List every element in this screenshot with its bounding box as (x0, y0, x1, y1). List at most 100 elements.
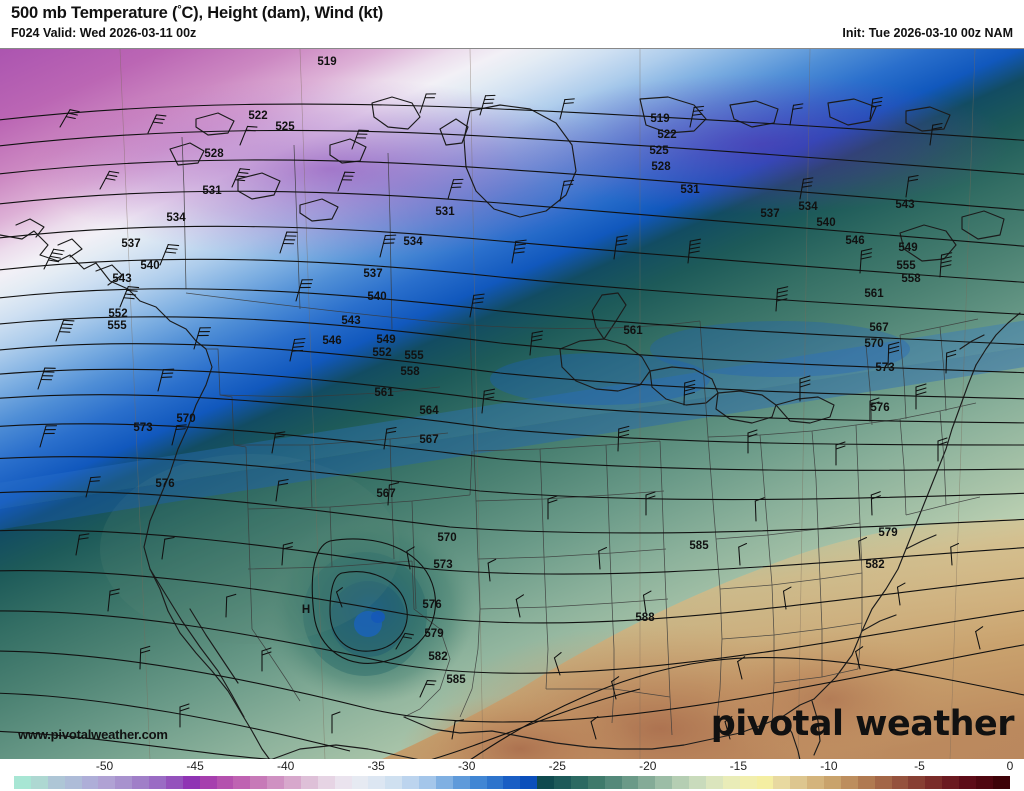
colorbar-swatch (486, 776, 504, 789)
colorbar-swatch (554, 776, 571, 789)
colorbar[interactable]: -50 -45 -40 -35 -30 -25 -20 -15 -10 -5 0 (0, 759, 1024, 791)
contour-label: 576 (422, 599, 442, 611)
contour-label: 588 (635, 612, 655, 624)
contour-label: 519 (650, 113, 670, 125)
contour-label: 567 (419, 434, 439, 446)
colorbar-swatch (469, 776, 487, 789)
colorbar-swatch (807, 776, 824, 789)
colorbar-swatch (689, 776, 706, 789)
colorbar-tick-label: -15 (729, 759, 748, 773)
colorbar-swatch (267, 776, 284, 789)
init-time-label: Init: Tue 2026-03-10 00z NAM (842, 26, 1013, 40)
contour-label: 558 (400, 366, 420, 378)
contour-label: 567 (869, 322, 889, 334)
contour-label: 564 (419, 405, 439, 417)
contour-label: 543 (341, 315, 361, 327)
contour-label: 582 (865, 559, 885, 571)
colorbar-swatch (81, 776, 99, 789)
colorbar-swatch (300, 776, 318, 789)
map-svg (0, 49, 1024, 760)
colorbar-swatch (368, 776, 386, 789)
contour-label: 525 (275, 121, 295, 133)
contour-label: 534 (403, 236, 423, 248)
contour-label: 585 (446, 674, 466, 686)
valid-time-label: F024 Valid: Wed 2026-03-11 00z (11, 26, 197, 40)
colorbar-swatch (925, 776, 943, 789)
contour-label: 522 (657, 129, 677, 141)
colorbar-swatch (317, 776, 335, 789)
contour-label: 537 (760, 208, 780, 220)
contour-label: 540 (140, 260, 160, 272)
colorbar-swatch (739, 776, 757, 789)
colorbar-swatch (992, 776, 1010, 789)
page-title: 500 mb Temperature (°C), Height (dam), W… (11, 4, 383, 23)
colorbar-swatch (182, 776, 200, 789)
page-title-rest: C), Height (dam), Wind (kt) (181, 4, 384, 22)
contour-label: 534 (166, 212, 186, 224)
colorbar-swatch (672, 776, 689, 789)
contour-label-layer: 519 522 519 522 525 525 528 528 531 531 531 534 534 5… (0, 49, 1024, 760)
colorbar-swatch (284, 776, 301, 789)
colorbar-swatch (503, 776, 521, 789)
colorbar-swatch (570, 776, 588, 789)
height-contours (0, 103, 1024, 760)
contour-label: 555 (107, 320, 127, 332)
colorbar-ticks: -50 -45 -40 -35 -30 -25 -20 -15 -10 -5 0 (0, 759, 1024, 775)
colorbar-swatch (908, 776, 926, 789)
colorbar-swatch (638, 776, 656, 789)
contour-label: 531 (202, 185, 222, 197)
colorbar-swatch (520, 776, 538, 789)
colorbar-tick-label: -40 (276, 759, 295, 773)
colorbar-swatch (857, 776, 875, 789)
colorbar-swatch (604, 776, 622, 789)
temperature-field (0, 49, 1024, 760)
contour-label: 573 (433, 559, 453, 571)
contour-label: 546 (845, 235, 865, 247)
contour-label: 519 (317, 56, 337, 68)
colorbar-swatch (773, 776, 791, 789)
colorbar-swatch (790, 776, 808, 789)
contour-label: 552 (372, 347, 392, 359)
colorbar-swatch (756, 776, 774, 789)
contour-label: 549 (376, 334, 396, 346)
colorbar-swatch (975, 776, 993, 789)
cold-core-low (265, 514, 475, 704)
contour-label: 555 (404, 350, 424, 362)
contour-label: 537 (121, 238, 141, 250)
colorbar-swatch (419, 776, 436, 789)
colorbar-swatch (385, 776, 403, 789)
contour-label: 576 (870, 402, 890, 414)
contour-label: 579 (424, 628, 444, 640)
wind-barbs (37, 93, 984, 740)
contour-label: 573 (133, 422, 153, 434)
contour-label: 525 (649, 145, 669, 157)
colorbar-swatch (115, 776, 133, 789)
contour-label: 576 (155, 478, 175, 490)
colorbar-swatch (98, 776, 116, 789)
degree-symbol: ° (177, 4, 182, 16)
map-canvas[interactable]: 519 522 519 522 525 525 528 528 531 531 531 534 534 5… (0, 48, 1024, 760)
colorbar-swatch (621, 776, 639, 789)
colorbar-swatch (435, 776, 453, 789)
contour-label: 543 (112, 273, 132, 285)
colorbar-tick-label: -35 (367, 759, 385, 773)
page-title-main: 500 mb Temperature ( (11, 4, 178, 22)
colorbar-swatch (233, 776, 251, 789)
colorbar-swatch (587, 776, 605, 789)
brand-watermark: pivotal weather (710, 704, 1015, 744)
contour-label: 567 (376, 488, 396, 500)
colorbar-swatch (537, 776, 554, 789)
contour-label: 561 (374, 387, 394, 399)
colorbar-swatch (942, 776, 959, 789)
colorbar-tick-label: -20 (639, 759, 657, 773)
colorbar-swatch (47, 776, 65, 789)
contour-label: 537 (363, 268, 383, 280)
contour-label: H (301, 604, 311, 616)
contour-label: 579 (878, 527, 898, 539)
contour-label: 585 (689, 540, 709, 552)
colorbar-swatch (149, 776, 166, 789)
contour-label: 528 (204, 148, 224, 160)
colorbar-swatch (216, 776, 234, 789)
contour-label: 555 (896, 260, 916, 272)
